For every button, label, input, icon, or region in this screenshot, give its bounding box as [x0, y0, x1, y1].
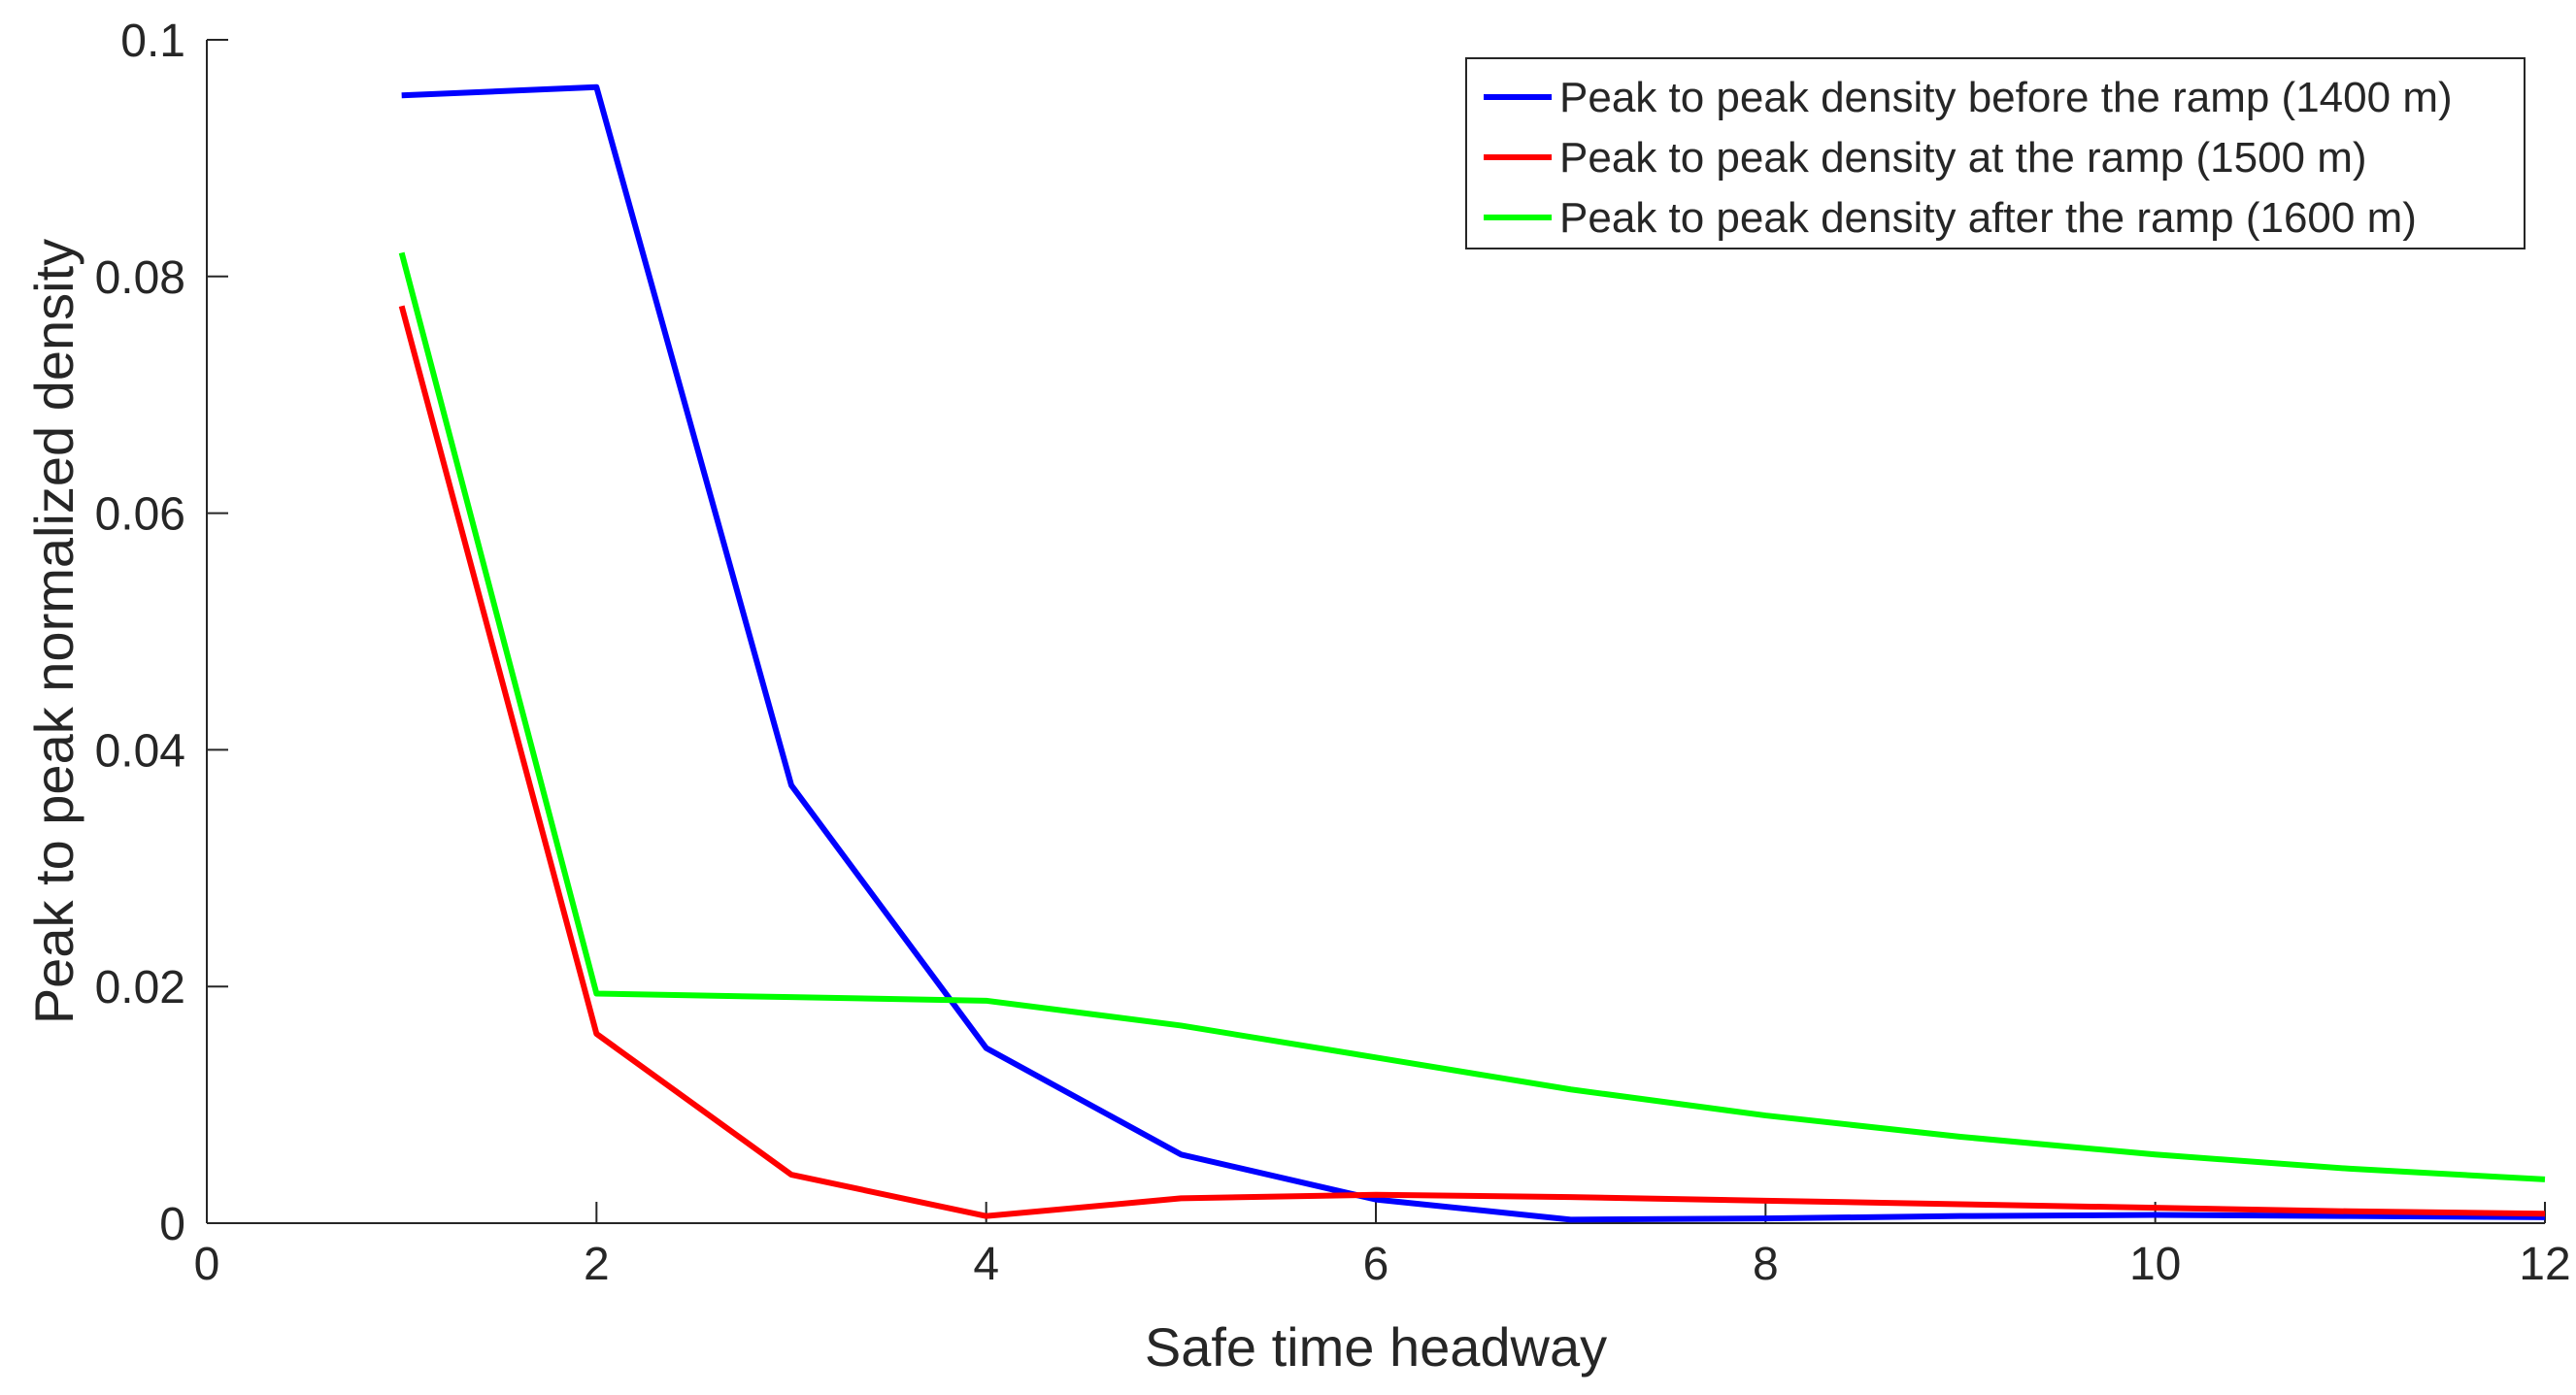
y-tick-label: 0	[159, 1199, 185, 1250]
x-tick-label: 12	[2519, 1239, 2570, 1290]
series-line-1	[401, 83, 2546, 1223]
series-line-3	[398, 251, 2546, 1182]
plot-area	[398, 83, 2546, 1223]
x-tick-label: 6	[1363, 1239, 1389, 1290]
y-tick-label: 0.06	[95, 489, 185, 541]
y-tick-label: 0.08	[95, 252, 185, 304]
y-tick-label: 0.04	[95, 725, 185, 777]
x-tick-label: 4	[973, 1239, 999, 1290]
legend: Peak to peak density before the ramp (14…	[1465, 57, 2526, 249]
legend-box	[1465, 57, 2526, 249]
legend-entry: Peak to peak density at the ramp (1500 m…	[1559, 134, 2367, 182]
y-tick-label: 0.1	[120, 16, 185, 67]
x-tick-label: 2	[584, 1239, 610, 1290]
series-line-2	[398, 305, 2546, 1219]
x-axis-label: Safe time headway	[1145, 1316, 1607, 1378]
x-tick-label: 0	[194, 1239, 220, 1290]
x-tick-label: 10	[2129, 1239, 2181, 1290]
legend-entry: Peak to peak density before the ramp (14…	[1559, 74, 2453, 121]
legend-entry: Peak to peak density after the ramp (160…	[1559, 194, 2417, 242]
x-tick-label: 8	[1753, 1239, 1779, 1290]
axes: 0 2 4 6 8 10 12 0 0.02 0.04 0.06 0.08 0.1	[95, 16, 2571, 1290]
y-tick-label: 0.02	[95, 962, 185, 1013]
y-axis-label: Peak to peak normalized density	[23, 239, 84, 1024]
